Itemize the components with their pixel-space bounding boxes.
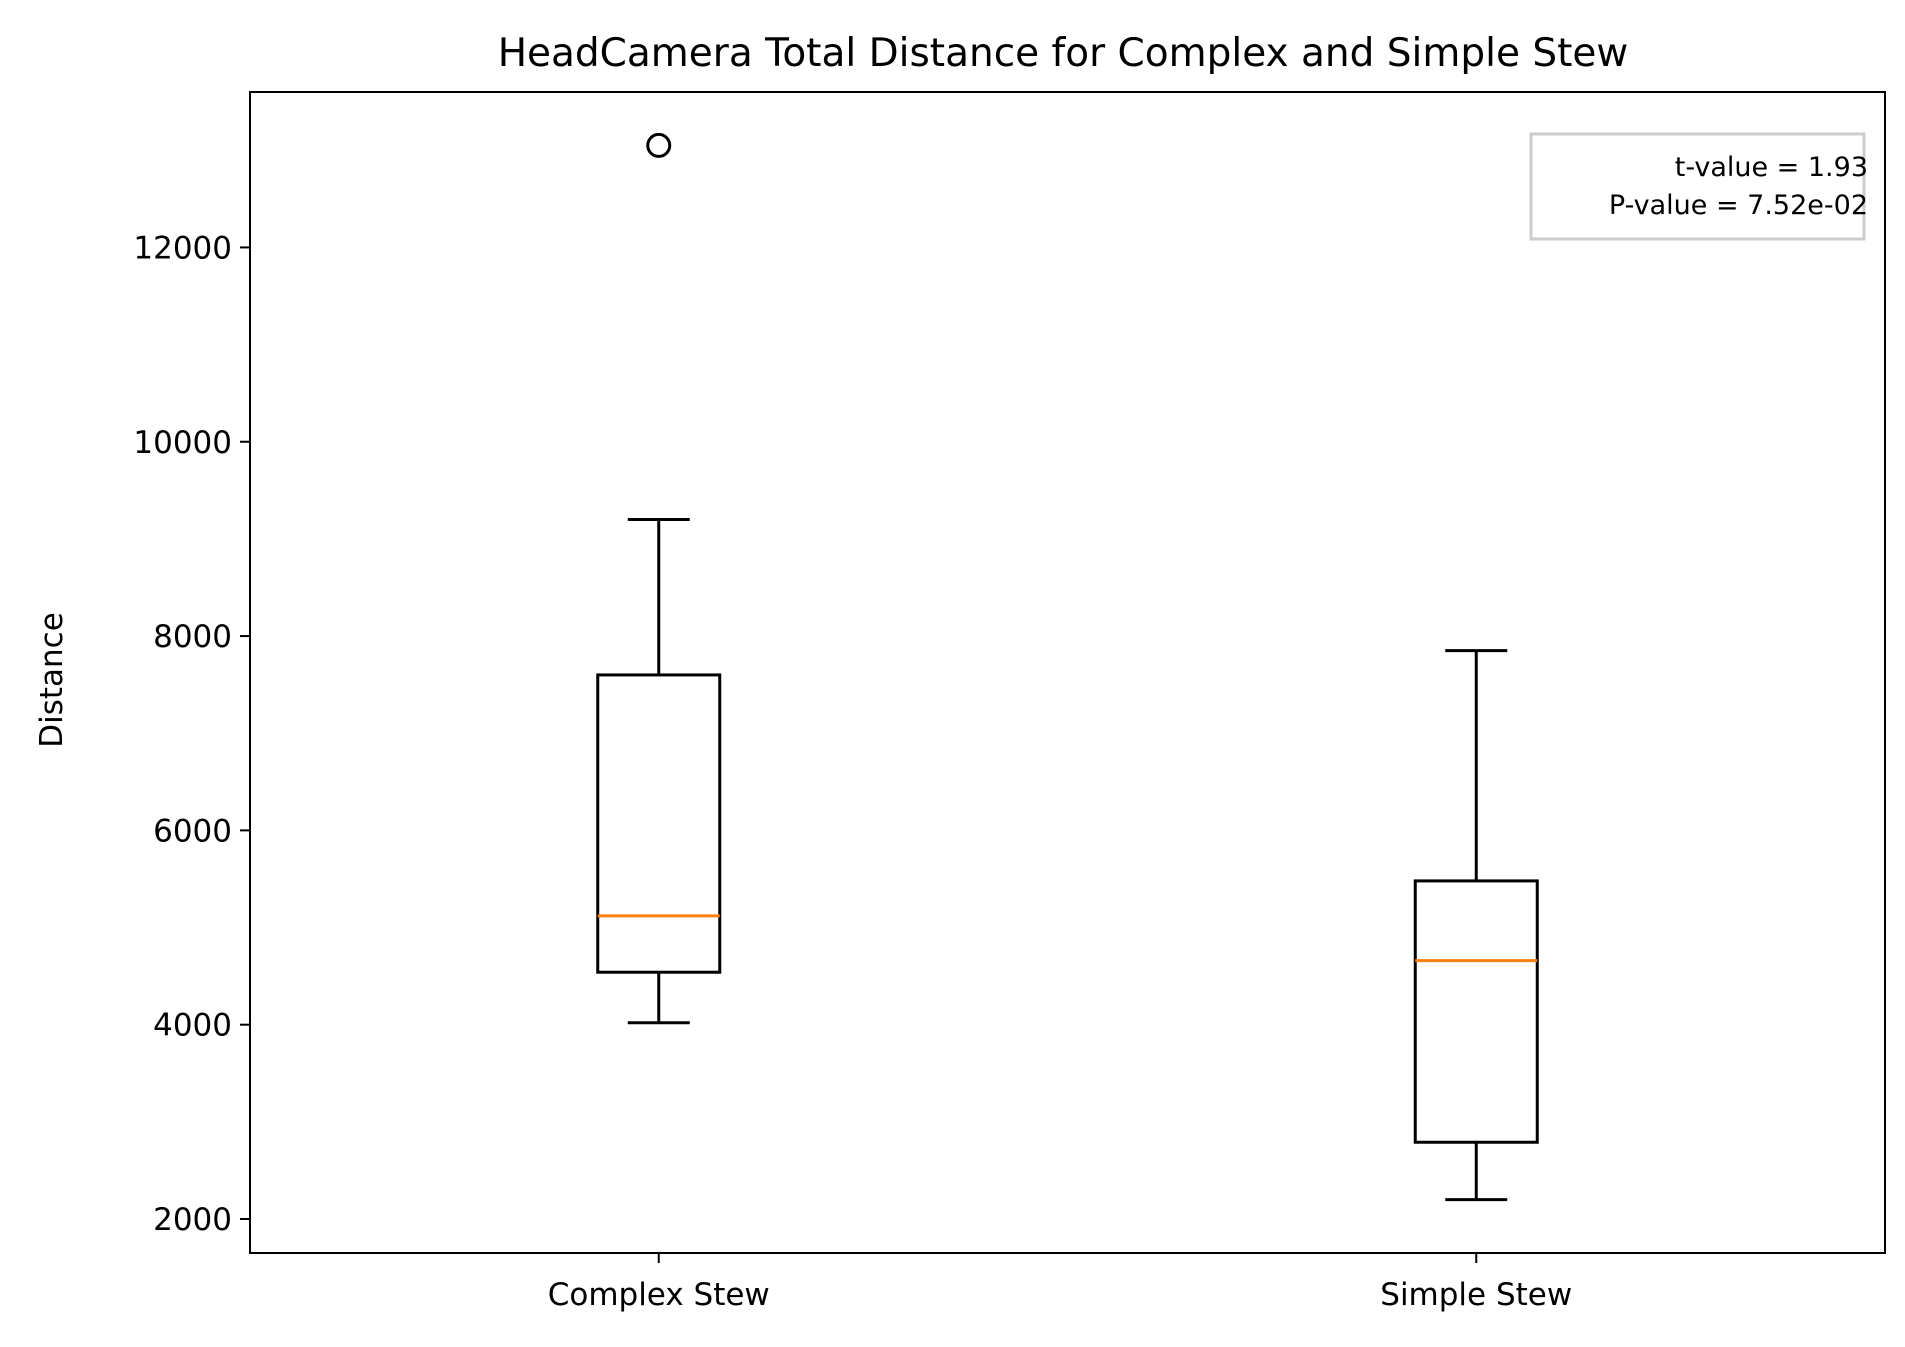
y-tick-label: 4000 — [153, 1008, 232, 1044]
y-tick-label: 10000 — [133, 425, 232, 461]
x-tick-label: Complex Stew — [548, 1277, 770, 1313]
plot-frame — [249, 91, 1886, 1254]
y-axis-label: Distance — [34, 612, 70, 748]
outlier-point — [646, 132, 672, 158]
y-tick-label: 12000 — [133, 230, 232, 266]
y-tick-label: 2000 — [153, 1202, 232, 1238]
y-tick-label: 8000 — [153, 619, 232, 655]
iqr-box — [596, 673, 722, 974]
p-value-text: P-value = 7.52e-02 — [1609, 190, 1868, 221]
x-tick-label: Simple Stew — [1380, 1277, 1572, 1313]
t-value-text: t-value = 1.93 — [1675, 152, 1868, 183]
y-tick-label: 6000 — [153, 813, 232, 849]
stats-annotation-frame — [1529, 132, 1866, 241]
stats-annotation: t-value = 1.93 P-value = 7.52e-02 — [1529, 132, 1868, 241]
iqr-box — [1413, 879, 1539, 1144]
chart-title: HeadCamera Total Distance for Complex an… — [498, 31, 1629, 76]
